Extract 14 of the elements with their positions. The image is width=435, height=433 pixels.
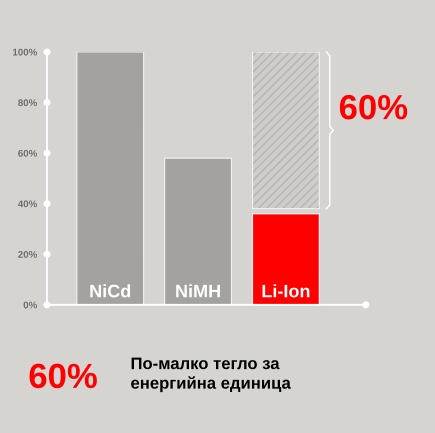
y-tick-label: 40% [18,200,37,208]
y-tick-label: 60% [18,150,37,157]
bar [76,52,144,305]
x-tick-label: NiMH [176,284,220,298]
bar [252,213,320,305]
y-tick-label: 20% [18,250,37,258]
bar [164,158,232,305]
x-tick-label: NiCd [90,284,130,298]
y-tick-label: 0% [24,302,37,308]
text: По-малко тегло за енергийна единица [131,358,291,392]
annotation: 60% [340,94,408,120]
x-tick-label: Li-Ion [262,284,310,298]
y-tick-label: 100% [13,48,38,56]
y-tick-label: 80% [18,99,37,106]
